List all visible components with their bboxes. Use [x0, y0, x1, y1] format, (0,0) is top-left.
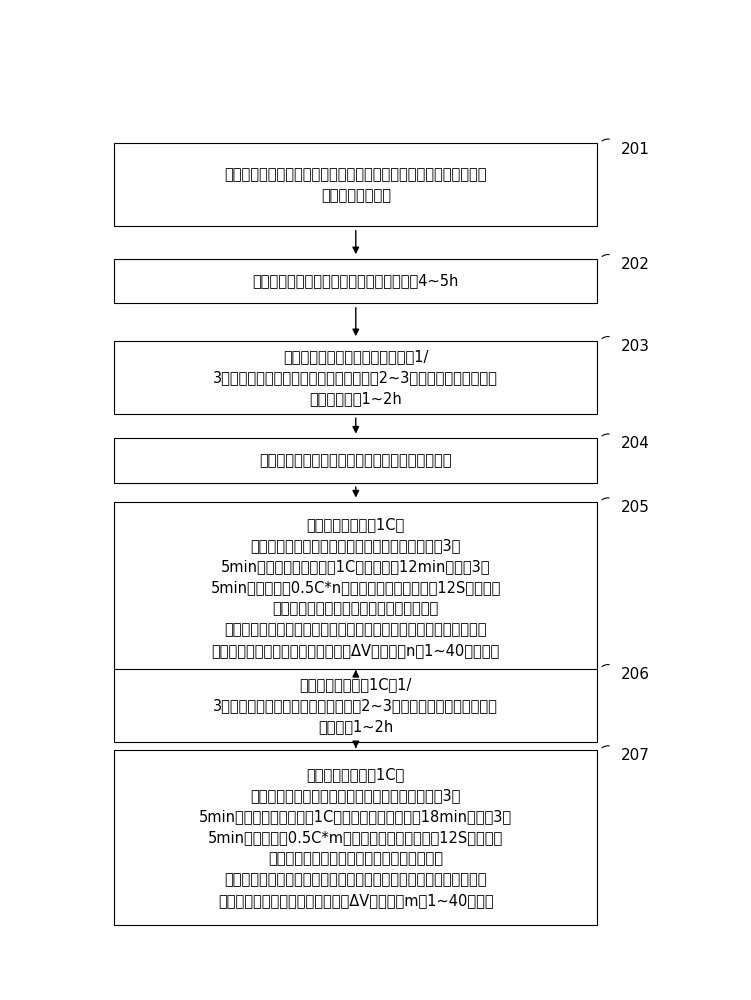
Text: 204: 204 [620, 436, 650, 451]
Text: 203: 203 [620, 339, 650, 354]
Text: 205: 205 [620, 500, 650, 515]
Text: 202: 202 [620, 257, 650, 272]
Bar [114, 341, 597, 414]
Bar [114, 438, 597, 483]
Text: 201: 201 [620, 142, 650, 157]
Text: 将锂离子动力电池在测试环境的温度中搁置4~5h: 将锂离子动力电池在测试环境的温度中搁置4~5h [252, 273, 459, 288]
Bar [114, 669, 597, 742]
Text: 206: 206 [620, 667, 650, 682]
Bar [114, 750, 597, 925]
Text: 采用锂离子动力电池的额定容量的1/
3大小的电流对锂离子动力电池充放电循环2~3次，循环操作完成并充
满电后再搁置1~2h: 采用锂离子动力电池的额定容量的1/ 3大小的电流对锂离子动力电池充放电循环2~3… [213, 349, 498, 406]
Bar [114, 259, 597, 303]
Bar [114, 143, 597, 226]
Text: 采用标称容量大小1C的
电流对锂离子动力电池充电至充电上限电压，搁置3至
5min，采用标称容量大小1C的电流对待测电池放电18min，搁置3至
5min，分别: 采用标称容量大小1C的 电流对锂离子动力电池充电至充电上限电压，搁置3至 5mi… [199, 767, 512, 908]
Text: 采用标称容量大小1C的1/
3的电流对锂离子动力电池充放电循环2~3次，循环操作完成并充满电
后再搁置1~2h: 采用标称容量大小1C的1/ 3的电流对锂离子动力电池充放电循环2~3次，循环操作… [213, 677, 498, 734]
Text: 207: 207 [620, 748, 650, 763]
Text: 采用标称容量大小1C的
电流将锂离子动力电池放电到放电终止电压，搁置3至
5min，采用标称容量大小1C的电流充电12min，搁置3至
5min，分别采用0.5: 采用标称容量大小1C的 电流将锂离子动力电池放电到放电终止电压，搁置3至 5mi… [210, 517, 501, 658]
Text: 测量锂离子动力电池的端电压与测试设备的端电压: 测量锂离子动力电池的端电压与测试设备的端电压 [260, 453, 452, 468]
Bar [114, 502, 597, 673]
Text: 利用测试导线，将锂离子动力电池的正负极分别与测试设备的正负极
相连，并确保牢固: 利用测试导线，将锂离子动力电池的正负极分别与测试设备的正负极 相连，并确保牢固 [225, 167, 487, 203]
